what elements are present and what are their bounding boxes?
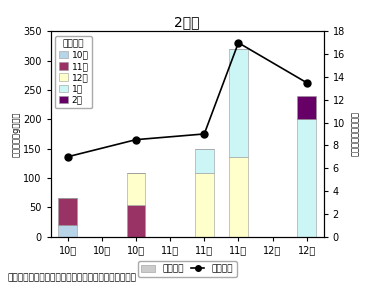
Bar — [127, 173, 145, 205]
Bar — [127, 205, 145, 237]
Bar — [195, 148, 214, 173]
Bar — [58, 225, 77, 237]
Text: 第２図　根株掛取時期が収量に及ぼす影響（２年株）: 第２図 根株掛取時期が収量に及ぼす影響（２年株） — [8, 273, 137, 282]
Bar — [229, 157, 248, 237]
Bar — [58, 198, 77, 225]
Bar — [195, 173, 214, 237]
Title: 2年株: 2年株 — [174, 15, 200, 29]
Bar — [229, 49, 248, 157]
Y-axis label: 商品本数（本／株）: 商品本数（本／株） — [351, 111, 360, 156]
Y-axis label: 商品重量（g／株）: 商品重量（g／株） — [11, 111, 20, 157]
Bar — [297, 96, 316, 119]
Bar — [297, 119, 316, 237]
Legend: 商品重量, 商品本数: 商品重量, 商品本数 — [138, 261, 237, 277]
